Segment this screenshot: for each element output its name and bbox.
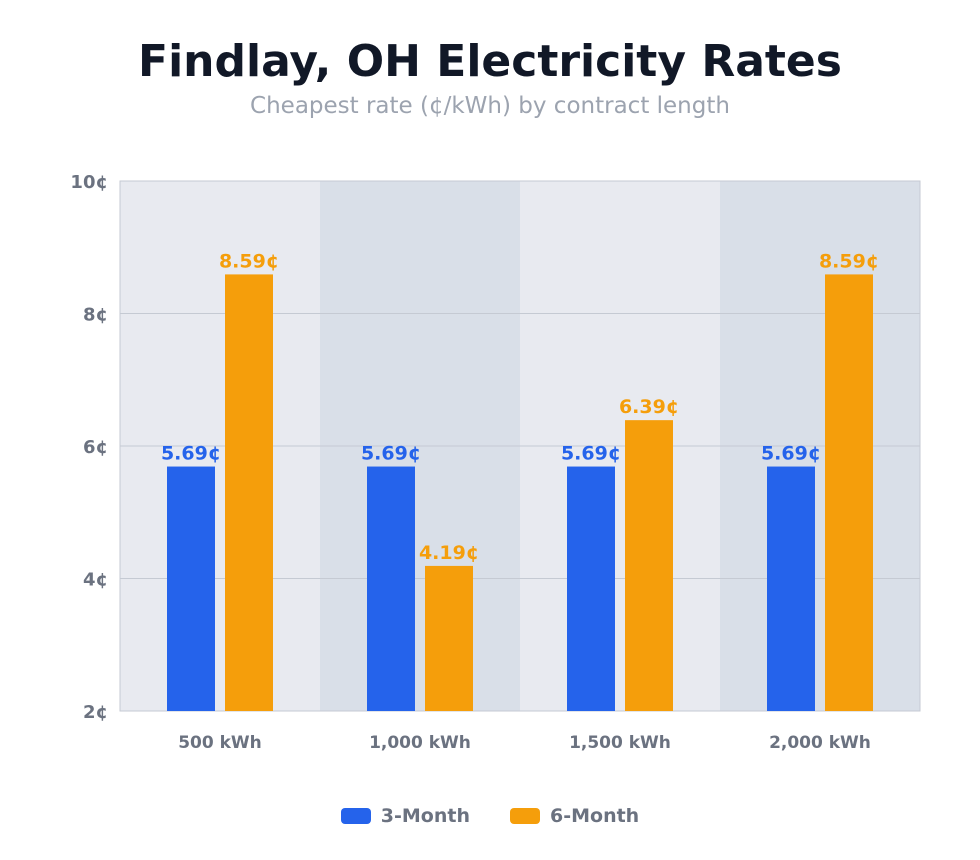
legend-swatch bbox=[340, 808, 371, 824]
legend-item-3-month[interactable]: 3-Month bbox=[340, 805, 470, 827]
bar-3-month bbox=[767, 466, 815, 711]
bar-6-month bbox=[825, 274, 873, 711]
data-label: 8.59¢ bbox=[219, 250, 279, 272]
x-tick-label: 2,000 kWh bbox=[769, 733, 871, 753]
bar-6-month bbox=[425, 565, 473, 711]
x-tick-label: 1,500 kWh bbox=[569, 733, 671, 753]
y-tick-label: 4¢ bbox=[83, 570, 108, 591]
x-tick-label: 500 kWh bbox=[178, 733, 262, 753]
legend-swatch bbox=[510, 808, 540, 824]
chart-subtitle: Cheapest rate (¢/kWh) by contract length bbox=[250, 93, 730, 119]
data-label: 5.69¢ bbox=[561, 443, 621, 465]
chart-title: Findlay, OH Electricity Rates bbox=[138, 36, 842, 87]
data-label: 4.19¢ bbox=[419, 542, 479, 564]
legend: 3-Month 6-Month bbox=[0, 805, 980, 827]
legend-label: 6-Month bbox=[550, 805, 640, 827]
x-tick-label: 1,000 kWh bbox=[369, 733, 471, 753]
bar-3-month bbox=[567, 466, 615, 711]
bar-3-month bbox=[367, 466, 415, 711]
data-label: 8.59¢ bbox=[819, 250, 879, 272]
legend-item-6-month[interactable]: 6-Month bbox=[510, 805, 639, 827]
y-tick-label: 2¢ bbox=[83, 702, 108, 723]
bar-3-month bbox=[167, 466, 215, 711]
y-tick-label: 8¢ bbox=[83, 305, 108, 326]
data-label: 6.39¢ bbox=[619, 396, 679, 418]
bar-6-month bbox=[625, 420, 673, 711]
data-label: 5.69¢ bbox=[361, 443, 421, 465]
y-tick-label: 6¢ bbox=[83, 437, 108, 458]
y-tick-label: 10¢ bbox=[70, 172, 108, 193]
plot-border bbox=[119, 180, 921, 712]
legend-label: 3-Month bbox=[380, 805, 470, 827]
bar-6-month bbox=[225, 274, 273, 711]
data-label: 5.69¢ bbox=[761, 443, 821, 465]
data-label: 5.69¢ bbox=[161, 443, 221, 465]
